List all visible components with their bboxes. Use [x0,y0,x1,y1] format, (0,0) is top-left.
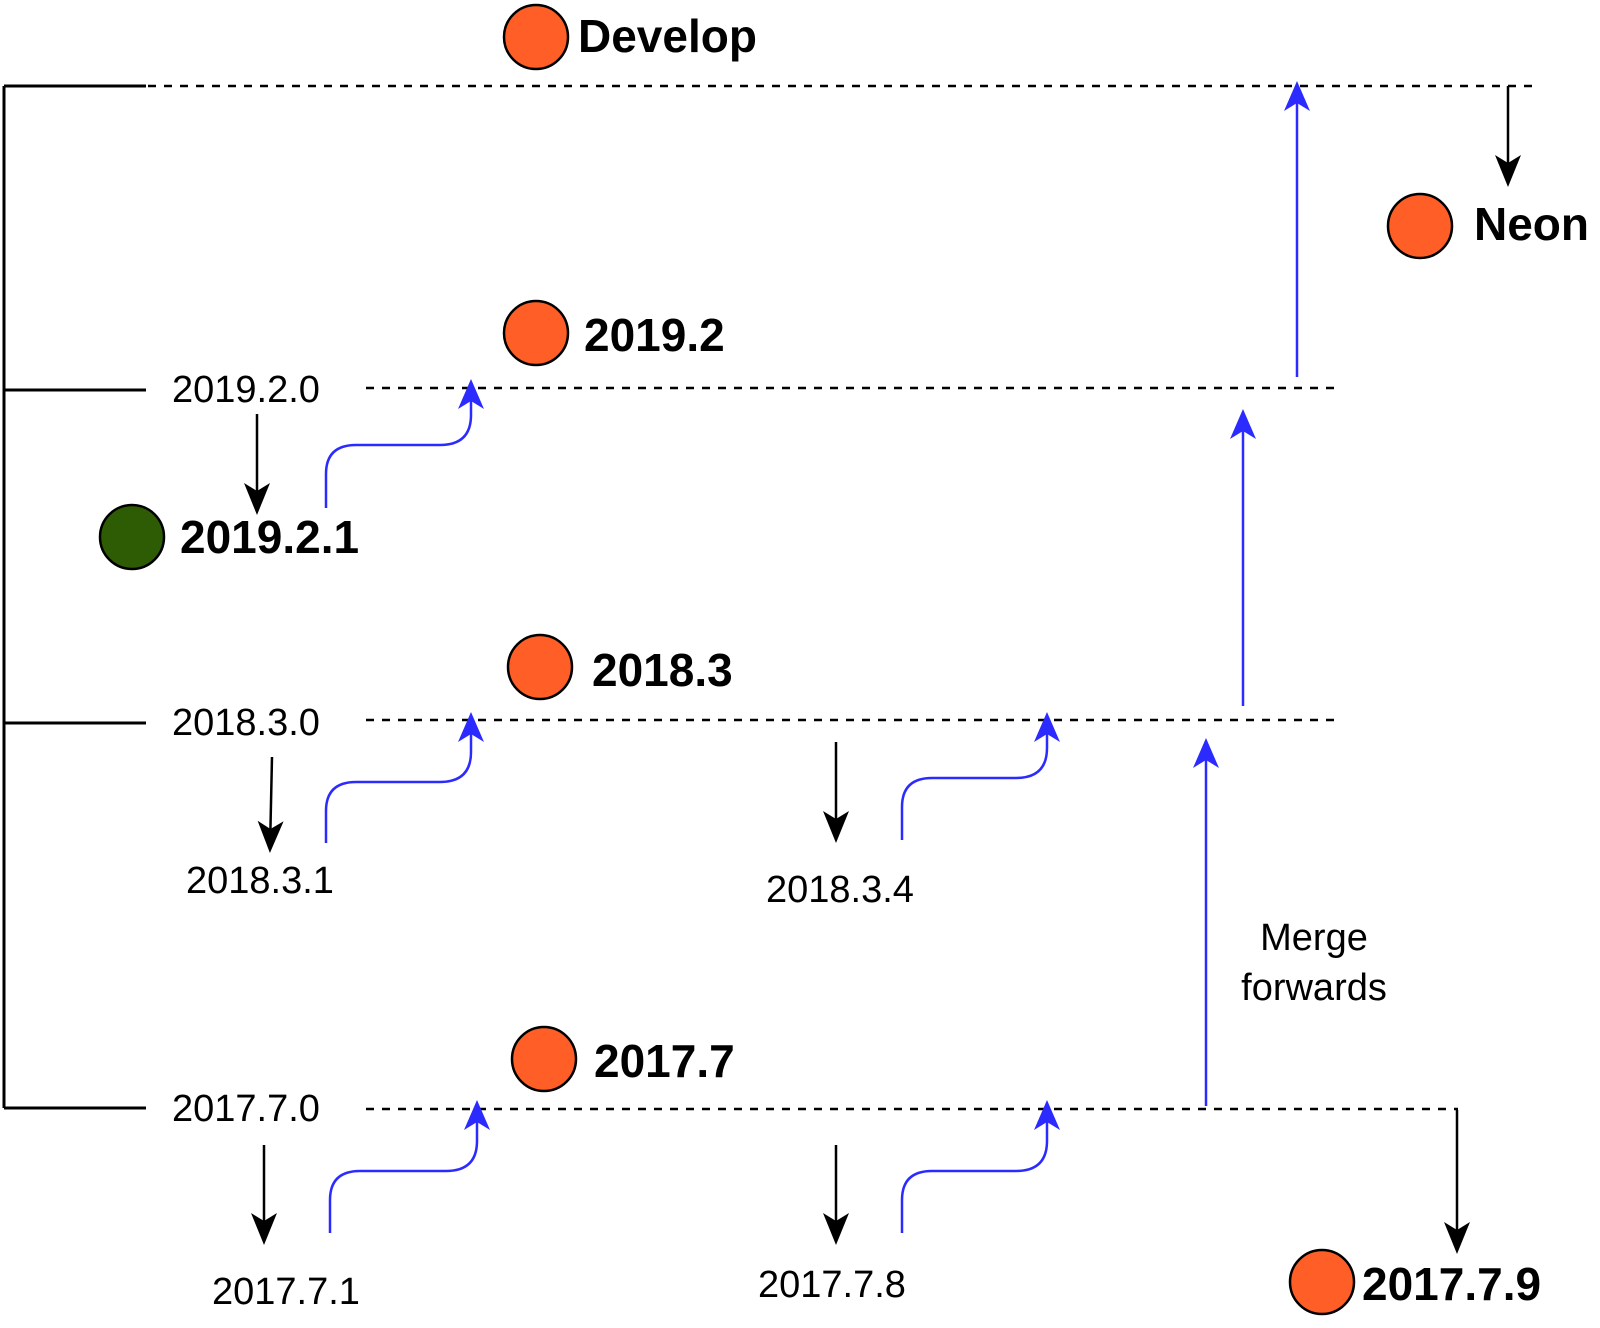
branch-2019-2-1-dot [98,503,166,571]
branch-2019-2-dot [502,299,570,367]
branch-2017-7-dot [510,1025,578,1093]
merge-2019-2-1-arrow [324,379,484,508]
branch-2019-2-label: 2019.2 [584,309,725,361]
merge-forwards-note-line2: forwards [1241,967,1387,1009]
version-2017-7-1-label: 2017.7.1 [212,1271,360,1313]
neon-dot [1386,192,1454,260]
version-2018-3-4-label: 2018.3.4 [766,869,914,911]
version-2017-7-0-label: 2017.7.0 [172,1088,320,1130]
branch-2017-7-9-dot [1288,1248,1356,1316]
develop-label: Develop [578,10,757,62]
merge-2018-3-1-arrow [324,712,484,843]
develop-dot [502,3,570,71]
version-2018-3-0-label: 2018.3.0 [172,702,320,744]
branch-2017-7-9-label: 2017.7.9 [1362,1258,1541,1310]
neon-label: Neon [1474,198,1589,250]
branch-2018-3-label: 2018.3 [592,644,733,696]
branch-2017-7-label: 2017.7 [594,1035,735,1087]
merge-2017-7-1-arrow [328,1100,490,1233]
merge-2017-7-8-arrow [900,1100,1060,1233]
version-2017-7-8-label: 2017.7.8 [758,1264,906,1306]
version-2018-3-1-label: 2018.3.1 [186,860,334,902]
branch-2018-3-dot [506,633,574,701]
merge-2018-3-4-arrow [900,712,1060,840]
2018-3-0-to-2018-3-1-arrow [257,756,284,853]
version-2019-2-0-label: 2019.2.0 [172,369,320,411]
branch-2019-2-1-label: 2019.2.1 [180,511,359,563]
merge-forwards-note-line1: Merge [1260,917,1368,959]
